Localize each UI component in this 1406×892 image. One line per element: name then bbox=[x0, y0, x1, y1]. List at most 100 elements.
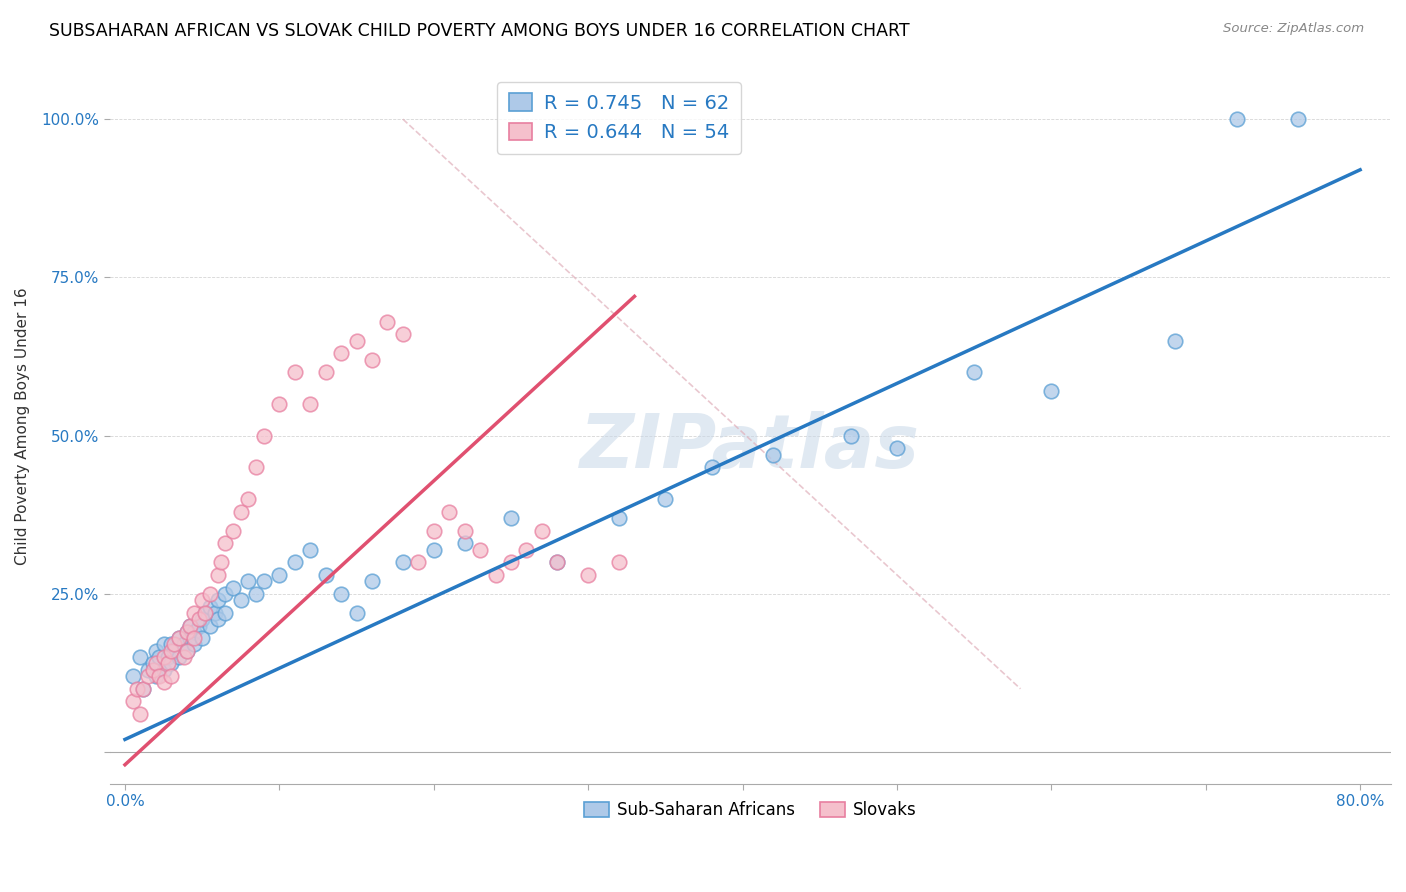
Point bbox=[499, 511, 522, 525]
Point bbox=[179, 618, 201, 632]
Point bbox=[188, 618, 211, 632]
Point bbox=[607, 511, 630, 525]
Point bbox=[214, 587, 236, 601]
Point bbox=[229, 505, 252, 519]
Point bbox=[157, 657, 180, 671]
Point bbox=[207, 612, 229, 626]
Point bbox=[160, 669, 183, 683]
Point bbox=[515, 542, 537, 557]
Point bbox=[148, 669, 170, 683]
Point bbox=[179, 618, 201, 632]
Point bbox=[437, 505, 460, 519]
Point bbox=[176, 624, 198, 639]
Point bbox=[392, 555, 415, 569]
Point bbox=[346, 606, 368, 620]
Point bbox=[127, 681, 149, 696]
Point bbox=[546, 555, 568, 569]
Point bbox=[453, 536, 475, 550]
Point bbox=[183, 638, 205, 652]
Point bbox=[207, 593, 229, 607]
Point bbox=[963, 365, 986, 379]
Text: SUBSAHARAN AFRICAN VS SLOVAK CHILD POVERTY AMONG BOYS UNDER 16 CORRELATION CHART: SUBSAHARAN AFRICAN VS SLOVAK CHILD POVER… bbox=[49, 22, 910, 40]
Point bbox=[142, 657, 165, 671]
Point bbox=[361, 352, 384, 367]
Point bbox=[160, 644, 183, 658]
Point bbox=[198, 599, 221, 614]
Point bbox=[229, 593, 252, 607]
Point bbox=[315, 365, 337, 379]
Point bbox=[484, 567, 506, 582]
Point bbox=[191, 631, 214, 645]
Point bbox=[315, 567, 337, 582]
Point bbox=[392, 327, 415, 342]
Point bbox=[167, 631, 190, 645]
Point bbox=[129, 707, 152, 722]
Point bbox=[152, 675, 174, 690]
Point bbox=[209, 555, 232, 569]
Point bbox=[269, 567, 291, 582]
Point bbox=[284, 555, 307, 569]
Point bbox=[183, 631, 205, 645]
Point bbox=[654, 491, 676, 506]
Point bbox=[1164, 334, 1187, 348]
Point bbox=[423, 542, 446, 557]
Point bbox=[163, 638, 186, 652]
Point bbox=[408, 555, 430, 569]
Point bbox=[222, 524, 245, 538]
Point bbox=[157, 650, 180, 665]
Point bbox=[607, 555, 630, 569]
Point bbox=[160, 638, 183, 652]
Point bbox=[198, 618, 221, 632]
Y-axis label: Child Poverty Among Boys Under 16: Child Poverty Among Boys Under 16 bbox=[15, 287, 30, 565]
Point bbox=[207, 567, 229, 582]
Point bbox=[176, 644, 198, 658]
Point bbox=[700, 460, 723, 475]
Point bbox=[198, 587, 221, 601]
Point bbox=[145, 657, 167, 671]
Point bbox=[136, 663, 159, 677]
Text: Source: ZipAtlas.com: Source: ZipAtlas.com bbox=[1223, 22, 1364, 36]
Point bbox=[839, 428, 862, 442]
Point bbox=[269, 397, 291, 411]
Text: ZIPatlas: ZIPatlas bbox=[581, 411, 921, 484]
Point bbox=[346, 334, 368, 348]
Point bbox=[194, 606, 217, 620]
Point bbox=[299, 542, 322, 557]
Point bbox=[238, 574, 260, 589]
Point bbox=[453, 524, 475, 538]
Point bbox=[576, 567, 599, 582]
Point bbox=[330, 346, 353, 360]
Legend: Sub-Saharan Africans, Slovaks: Sub-Saharan Africans, Slovaks bbox=[576, 794, 924, 825]
Point bbox=[145, 669, 167, 683]
Point bbox=[152, 663, 174, 677]
Point bbox=[183, 606, 205, 620]
Point bbox=[253, 574, 276, 589]
Point bbox=[253, 428, 276, 442]
Point bbox=[176, 624, 198, 639]
Point bbox=[167, 650, 190, 665]
Point bbox=[121, 669, 143, 683]
Point bbox=[145, 644, 167, 658]
Point bbox=[188, 612, 211, 626]
Point bbox=[179, 631, 201, 645]
Point bbox=[499, 555, 522, 569]
Point bbox=[530, 524, 553, 538]
Point bbox=[191, 612, 214, 626]
Point bbox=[160, 657, 183, 671]
Point bbox=[173, 650, 195, 665]
Point bbox=[330, 587, 353, 601]
Point bbox=[245, 460, 267, 475]
Point bbox=[299, 397, 322, 411]
Point bbox=[1040, 384, 1063, 399]
Point bbox=[1286, 112, 1309, 127]
Point bbox=[121, 694, 143, 708]
Point bbox=[163, 644, 186, 658]
Point bbox=[238, 491, 260, 506]
Point bbox=[183, 624, 205, 639]
Point bbox=[423, 524, 446, 538]
Point bbox=[1226, 112, 1249, 127]
Point bbox=[136, 669, 159, 683]
Point bbox=[167, 631, 190, 645]
Point bbox=[152, 650, 174, 665]
Point bbox=[361, 574, 384, 589]
